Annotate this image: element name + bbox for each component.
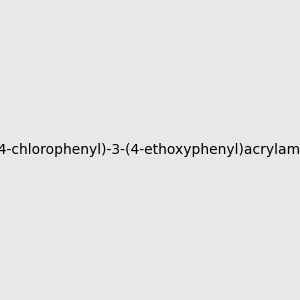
- Text: N-(4-chlorophenyl)-3-(4-ethoxyphenyl)acrylamide: N-(4-chlorophenyl)-3-(4-ethoxyphenyl)acr…: [0, 143, 300, 157]
